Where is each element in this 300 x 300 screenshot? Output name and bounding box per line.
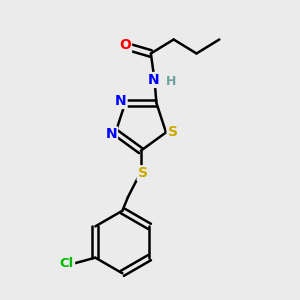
- Text: H: H: [166, 75, 176, 88]
- Text: Cl: Cl: [60, 257, 74, 270]
- Text: O: O: [119, 38, 131, 52]
- Text: N: N: [148, 73, 160, 87]
- Text: S: S: [138, 166, 148, 180]
- Text: N: N: [105, 127, 117, 141]
- Text: S: S: [168, 125, 178, 140]
- Text: N: N: [115, 94, 127, 108]
